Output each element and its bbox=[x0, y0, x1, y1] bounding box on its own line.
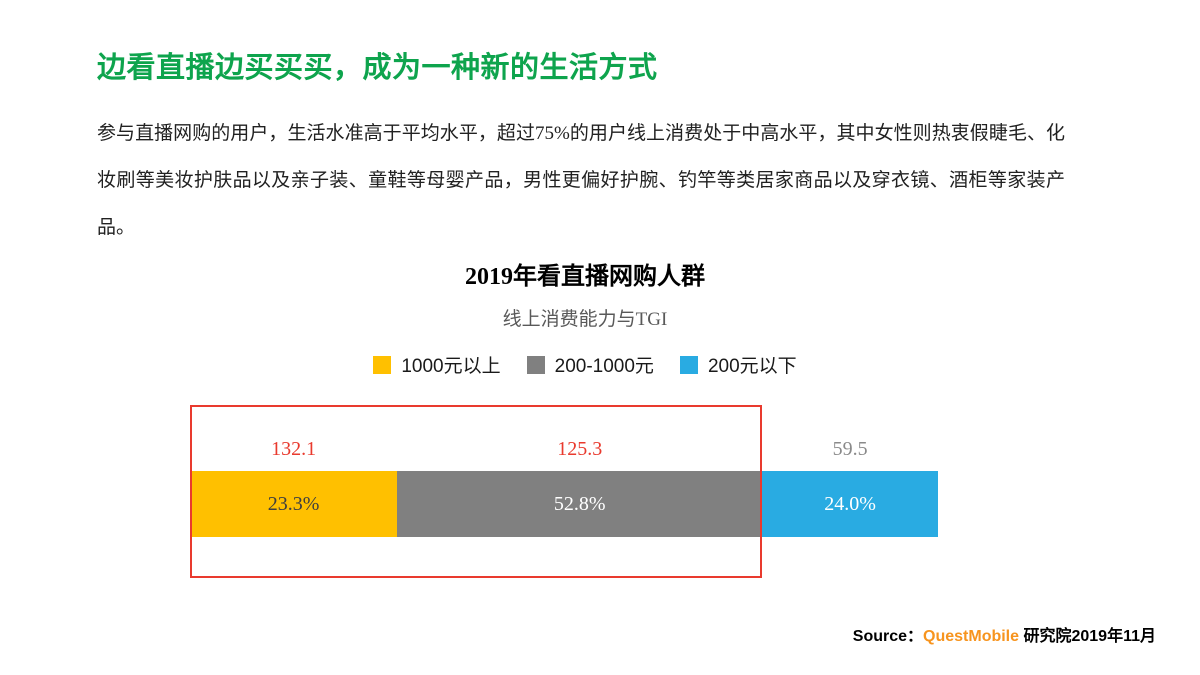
legend-swatch-blue bbox=[679, 355, 698, 374]
page-title: 边看直播边买买买，成为一种新的生活方式 bbox=[97, 52, 658, 84]
source-rest: 研究院2019年11月 bbox=[1019, 628, 1156, 645]
tgi-value: 132.1 bbox=[271, 438, 317, 460]
legend-item-under-200: 200元以下 bbox=[679, 351, 797, 378]
legend-label: 200-1000元 bbox=[554, 356, 654, 377]
legend-label: 1000元以上 bbox=[401, 356, 501, 377]
bar-segment: 52.8% bbox=[397, 471, 763, 537]
source-brand: QuestMobile bbox=[923, 628, 1020, 645]
legend-swatch-yellow bbox=[373, 355, 392, 374]
stacked-bar-chart: 132.1 23.3% 125.3 52.8% 59.5 24.0% bbox=[190, 405, 938, 578]
body-paragraph: 参与直播网购的用户，生活水准高于平均水平，超过75%的用户线上消费处于中高水平，… bbox=[97, 123, 1065, 238]
bar-group-1000-plus: 132.1 23.3% bbox=[190, 405, 398, 537]
bar-group-under-200: 59.5 24.0% bbox=[762, 405, 938, 537]
tgi-value: 125.3 bbox=[557, 438, 603, 460]
bar-group-200-1000: 125.3 52.8% bbox=[397, 405, 763, 537]
tgi-value: 59.5 bbox=[832, 438, 868, 460]
chart-legend: 1000元以上 200-1000元 200元以下 bbox=[0, 351, 1170, 378]
source-label: Source： bbox=[852, 628, 924, 645]
chart-subtitle: 线上消费能力与TGI bbox=[502, 309, 668, 330]
legend-label: 200元以下 bbox=[707, 356, 797, 377]
legend-item-1000-plus: 1000元以上 bbox=[373, 351, 501, 378]
source-line: Source：QuestMobile 研究院2019年11月 bbox=[853, 622, 1156, 646]
chart-title: 2019年看直播网购人群 bbox=[465, 264, 705, 290]
bar-segment: 23.3% bbox=[190, 471, 398, 537]
bar-segment: 24.0% bbox=[762, 471, 938, 537]
legend-item-200-1000: 200-1000元 bbox=[526, 351, 654, 378]
legend-swatch-gray bbox=[526, 355, 545, 374]
